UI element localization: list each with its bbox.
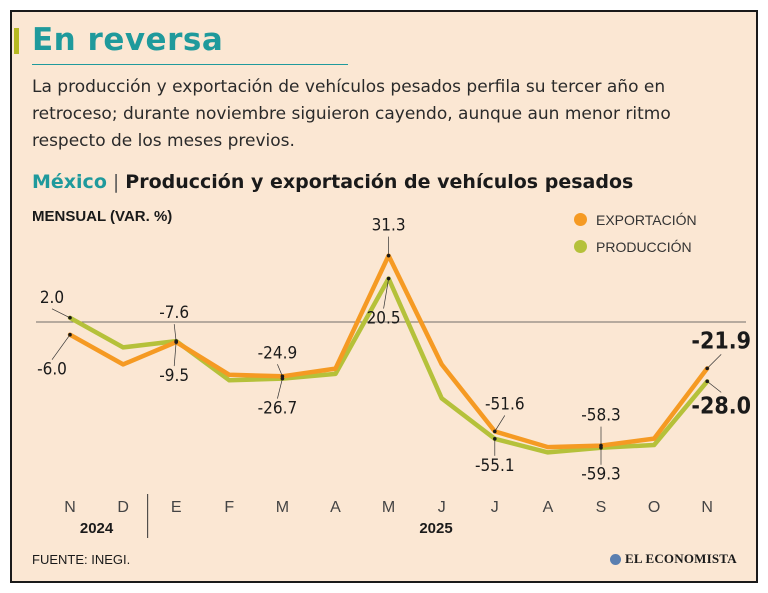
year-label-2024: 2024 bbox=[80, 520, 114, 537]
data-point-production-2 bbox=[174, 339, 178, 343]
data-point-production-12 bbox=[705, 379, 709, 384]
data-point-export-8 bbox=[493, 429, 497, 434]
data-label-production-0: 2.0 bbox=[40, 288, 64, 308]
leader-line-export-2 bbox=[173, 324, 177, 343]
leader-line-export-8 bbox=[494, 415, 506, 432]
data-label-export-0: -6.0 bbox=[37, 360, 67, 380]
data-label-production-10: -59.3 bbox=[581, 465, 621, 485]
x-tick-label-8: J bbox=[491, 499, 499, 516]
x-tick-label-7: J bbox=[438, 499, 446, 516]
y-axis-label: MENSUAL (VAR. %) bbox=[32, 208, 173, 225]
x-tick-label-6: M bbox=[382, 499, 395, 516]
x-tick-label-0: N bbox=[64, 499, 76, 516]
legend-label-production: PRODUCCIÓN bbox=[596, 238, 692, 255]
title-underline bbox=[32, 64, 348, 65]
leader-line-production-12 bbox=[706, 381, 722, 393]
data-point-production-6 bbox=[386, 276, 391, 281]
leader-line-production-0 bbox=[51, 308, 71, 319]
x-tick-label-10: S bbox=[596, 499, 607, 516]
legend-label-export: EXPORTACIÓN bbox=[596, 211, 697, 228]
brand-logo: EL ECONOMISTA bbox=[610, 551, 737, 567]
data-label-export-6: 31.3 bbox=[372, 216, 406, 236]
x-tick-label-2: E bbox=[171, 499, 182, 516]
data-point-production-0 bbox=[68, 315, 72, 320]
data-label-export-2: -7.6 bbox=[159, 303, 189, 323]
leader-line-export-0 bbox=[51, 334, 71, 360]
data-label-export-10: -58.3 bbox=[581, 406, 621, 426]
x-tick-label-12: N bbox=[701, 499, 713, 516]
x-tick-label-5: A bbox=[330, 499, 341, 516]
data-label-export-4: -24.9 bbox=[258, 343, 298, 363]
data-label-production-6: 20.5 bbox=[367, 309, 401, 329]
x-tick-label-4: M bbox=[276, 499, 289, 516]
leader-line-export-4 bbox=[277, 364, 283, 377]
data-label-production-4: -26.7 bbox=[258, 399, 298, 419]
data-point-export-6 bbox=[386, 253, 391, 258]
x-tick-label-1: D bbox=[117, 499, 129, 516]
data-label-production-2: -9.5 bbox=[159, 366, 189, 386]
data-label-production-12: -28.0 bbox=[691, 393, 751, 419]
x-tick-label-3: F bbox=[224, 499, 234, 516]
chart-description: La producción y exportación de vehículos… bbox=[32, 77, 671, 151]
data-point-export-0 bbox=[68, 332, 72, 337]
subtitle-text: Producción y exportación de vehículos pe… bbox=[125, 171, 634, 193]
subtitle-separator: | bbox=[112, 171, 120, 193]
chart-subtitle: México | Producción y exportación de vehíc… bbox=[32, 171, 633, 193]
data-point-production-8 bbox=[493, 437, 497, 441]
x-tick-label-11: O bbox=[648, 499, 660, 516]
data-label-production-8: -55.1 bbox=[475, 456, 515, 476]
data-point-export-12 bbox=[705, 366, 709, 371]
leader-line-production-6 bbox=[383, 278, 389, 309]
legend-item-export: EXPORTACIÓN bbox=[574, 206, 697, 233]
leader-line-export-12 bbox=[706, 354, 722, 369]
data-point-production-4 bbox=[280, 376, 285, 381]
brand-name: EL ECONOMISTA bbox=[625, 551, 737, 566]
data-point-production-10 bbox=[599, 445, 603, 450]
legend-swatch-production bbox=[574, 240, 587, 253]
x-tick-label-9: A bbox=[543, 499, 554, 516]
page-title: En reversa bbox=[32, 22, 224, 58]
leader-line-production-4 bbox=[277, 378, 283, 399]
chart-legend: EXPORTACIÓN PRODUCCIÓN bbox=[574, 206, 697, 260]
data-label-export-8: -51.6 bbox=[485, 394, 525, 414]
subtitle-country: México bbox=[32, 171, 107, 193]
source-note: FUENTE: INEGI. bbox=[32, 552, 131, 567]
brand-icon bbox=[610, 553, 621, 565]
legend-swatch-export bbox=[574, 213, 587, 226]
chart-frame bbox=[10, 10, 758, 583]
leader-line-production-2 bbox=[173, 341, 177, 367]
legend-item-production: PRODUCCIÓN bbox=[574, 233, 697, 260]
data-label-export-12: -21.9 bbox=[691, 328, 751, 354]
year-label-2025: 2025 bbox=[419, 520, 452, 537]
title-accent-bar bbox=[14, 28, 19, 54]
